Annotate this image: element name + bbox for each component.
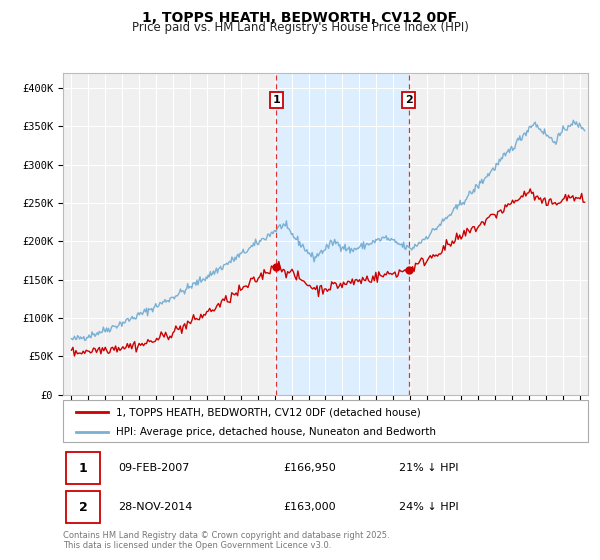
FancyBboxPatch shape [65, 452, 100, 484]
FancyBboxPatch shape [65, 491, 100, 524]
Text: HPI: Average price, detached house, Nuneaton and Bedworth: HPI: Average price, detached house, Nune… [115, 427, 436, 437]
Text: 09-FEB-2007: 09-FEB-2007 [118, 463, 190, 473]
Text: £166,950: £166,950 [284, 463, 336, 473]
Text: £163,000: £163,000 [284, 502, 336, 512]
Text: 1: 1 [272, 95, 280, 105]
Text: 24% ↓ HPI: 24% ↓ HPI [399, 502, 458, 512]
Text: Price paid vs. HM Land Registry's House Price Index (HPI): Price paid vs. HM Land Registry's House … [131, 21, 469, 34]
Text: 21% ↓ HPI: 21% ↓ HPI [399, 463, 458, 473]
Text: 2: 2 [79, 501, 88, 514]
Text: Contains HM Land Registry data © Crown copyright and database right 2025.
This d: Contains HM Land Registry data © Crown c… [63, 531, 389, 550]
Bar [277, 73, 409, 395]
Text: 2: 2 [405, 95, 413, 105]
Text: 1, TOPPS HEATH, BEDWORTH, CV12 0DF: 1, TOPPS HEATH, BEDWORTH, CV12 0DF [142, 11, 458, 25]
Text: 1, TOPPS HEATH, BEDWORTH, CV12 0DF (detached house): 1, TOPPS HEATH, BEDWORTH, CV12 0DF (deta… [115, 407, 420, 417]
Text: 1: 1 [79, 461, 88, 475]
Text: 28-NOV-2014: 28-NOV-2014 [118, 502, 193, 512]
